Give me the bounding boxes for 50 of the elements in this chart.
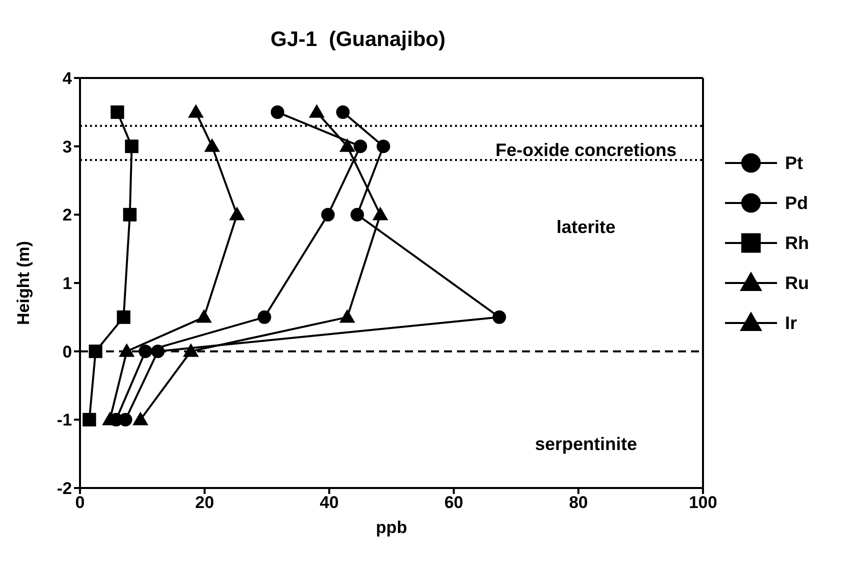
point bbox=[340, 138, 355, 152]
x-tick-label: 60 bbox=[444, 493, 464, 512]
legend-label: Rh bbox=[785, 232, 809, 254]
point bbox=[230, 207, 244, 220]
point bbox=[196, 310, 212, 323]
point bbox=[354, 140, 368, 154]
point bbox=[309, 104, 324, 118]
point bbox=[88, 344, 102, 358]
annotation: laterite bbox=[556, 216, 616, 237]
y-tick-label: 4 bbox=[62, 69, 73, 88]
legend-label: Ru bbox=[785, 272, 809, 294]
y-tick-label: -2 bbox=[56, 479, 72, 498]
y-tick-label: -1 bbox=[56, 410, 72, 430]
point bbox=[116, 310, 130, 324]
point bbox=[376, 140, 390, 154]
point bbox=[321, 208, 335, 222]
y-tick-label: 2 bbox=[62, 206, 72, 225]
x-tick-label: 0 bbox=[75, 493, 85, 512]
y-axis-title: Height (m) bbox=[14, 240, 34, 326]
point bbox=[258, 310, 272, 324]
y-tick-label: 1 bbox=[62, 274, 72, 294]
point bbox=[124, 140, 138, 154]
point bbox=[133, 412, 148, 426]
point bbox=[123, 208, 137, 222]
point bbox=[82, 412, 96, 426]
x-tick-label: 20 bbox=[195, 493, 214, 512]
point bbox=[110, 105, 124, 119]
annotation: Fe-oxide concretions bbox=[495, 140, 677, 160]
x-tick-label: 80 bbox=[568, 493, 588, 512]
point bbox=[350, 208, 364, 222]
point bbox=[184, 344, 198, 357]
x-tick-label: 100 bbox=[688, 493, 718, 512]
point bbox=[188, 104, 204, 118]
legend-label: Pt bbox=[785, 152, 803, 174]
point bbox=[138, 344, 152, 358]
y-tick-label: 0 bbox=[62, 342, 72, 362]
point bbox=[270, 105, 284, 119]
point bbox=[204, 138, 220, 152]
point bbox=[340, 310, 355, 323]
point bbox=[119, 344, 134, 357]
chart-title: GJ-1 (Guanajibo) bbox=[270, 28, 446, 51]
point bbox=[372, 207, 388, 220]
annotation: serpentinite bbox=[534, 434, 638, 454]
legend-label: Pd bbox=[785, 192, 808, 214]
x-tick-label: 40 bbox=[320, 493, 339, 512]
point bbox=[492, 310, 506, 324]
x-axis-title: ppb bbox=[376, 518, 408, 537]
y-tick-label: 3 bbox=[62, 137, 72, 156]
legend-label: Ir bbox=[785, 312, 798, 334]
point bbox=[336, 105, 350, 119]
